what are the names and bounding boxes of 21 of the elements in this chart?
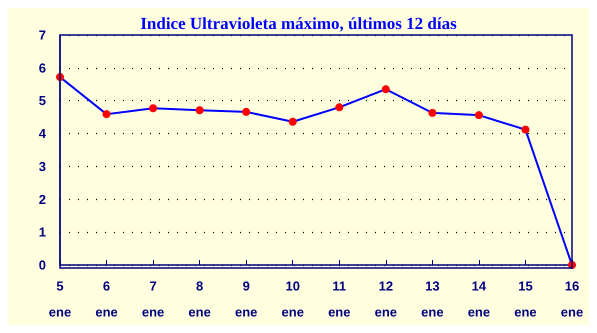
x-tick-label: 6 ene [95,278,118,320]
x-tick-label: 8 ene [188,278,211,320]
chart-title: Indice Ultravioleta máximo, últimos 12 días [140,14,458,33]
y-tick-label: 7 [38,28,46,42]
x-tick-label: 11 ene [328,278,350,320]
y-tick-label: 0 [38,258,46,272]
y-tick-label: 5 [38,93,46,108]
x-tick-label: 14 ene [468,278,490,320]
y-tick-label: 4 [38,126,47,142]
x-tick-label: 16 ene [560,278,584,320]
y-tick-label: 2 [38,192,46,207]
x-tick-label: 13 ene [421,278,444,320]
y-tick-label: 6 [38,60,46,76]
x-tick-label: 7 ene [142,278,164,320]
x-tick-label: 5 ene [48,278,72,320]
x-tick-label: 12 ene [374,278,398,320]
x-tick-label: 15 ene [514,278,537,320]
y-tick-label: 1 [38,224,46,240]
y-tick-label: 3 [38,158,46,174]
x-tick-label: 9 ene [234,278,258,320]
x-tick-label: 10 ene [282,278,304,320]
